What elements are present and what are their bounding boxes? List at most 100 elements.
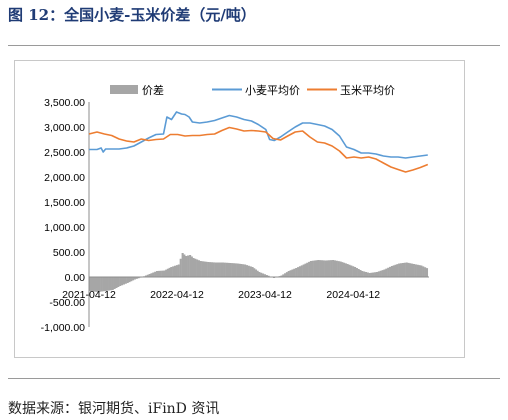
spread-bar — [377, 271, 380, 277]
spread-bar — [401, 263, 404, 277]
spread-bar — [405, 262, 408, 277]
spread-bar — [132, 277, 135, 281]
spread-bar — [315, 260, 318, 277]
spread-bar — [242, 264, 245, 277]
spread-bar — [416, 264, 419, 277]
spread-bar — [304, 263, 307, 277]
spread-bar — [295, 268, 298, 277]
spread-bar — [100, 277, 103, 292]
spread-bar — [348, 264, 351, 277]
spread-bar — [394, 264, 397, 277]
spread-bar — [121, 277, 124, 286]
spread-bar — [124, 277, 127, 284]
spread-bar — [175, 265, 178, 277]
spread-bar — [227, 262, 230, 277]
spread-bar — [247, 265, 250, 277]
spread-bar — [231, 263, 234, 277]
spread-bar — [117, 277, 120, 287]
spread-bar — [216, 262, 219, 277]
x-tick-label: 2022-04-12 — [150, 289, 204, 301]
spread-bar — [135, 277, 138, 279]
spread-bar — [409, 263, 412, 277]
spread-bar — [156, 271, 159, 277]
spread-bar — [232, 263, 236, 277]
figure-title: 图 12：全国小麦-玉米价差（元/吨） — [8, 6, 256, 24]
spread-bar — [199, 261, 202, 277]
spread-bar — [357, 269, 360, 277]
spread-bar — [375, 272, 379, 277]
wheat-price-line — [89, 111, 428, 159]
spread-bar — [197, 260, 200, 277]
spread-bar — [280, 275, 283, 277]
corn-price-line — [88, 126, 429, 173]
spread-bar — [150, 273, 153, 277]
spread-bar — [383, 269, 386, 277]
spread-bar — [251, 267, 254, 277]
spread-bar — [346, 264, 349, 277]
legend-swatch-spread — [110, 85, 138, 94]
spread-bar — [192, 258, 195, 277]
x-tick-label: 2024-04-12 — [326, 289, 380, 301]
spread-bar — [374, 272, 377, 277]
spread-bar — [154, 271, 157, 277]
spread-bar — [205, 261, 208, 277]
spread-bar — [381, 270, 384, 277]
spread-bar — [322, 260, 325, 277]
spread-bar — [282, 274, 285, 277]
spread-bar — [311, 260, 314, 277]
spread-bar — [240, 264, 243, 277]
spread-bar — [245, 265, 249, 277]
spread-bar — [201, 261, 204, 277]
y-tick-label: 3,500.00 — [44, 97, 85, 109]
spread-bar — [203, 261, 206, 277]
spread-bar — [332, 260, 335, 277]
spread-bar — [300, 265, 303, 277]
spread-bar — [249, 266, 252, 277]
spread-bar — [244, 264, 247, 277]
spread-bar — [330, 260, 333, 277]
spread-bar — [368, 273, 371, 277]
spread-bar — [343, 262, 346, 277]
spread-bar — [287, 271, 290, 277]
spread-bar — [285, 272, 288, 277]
spread-bar — [319, 260, 322, 277]
spread-bar — [425, 268, 429, 277]
spread-bar — [335, 260, 338, 277]
spread-bar — [104, 277, 107, 291]
legend-label-wheat: 小麦平均价 — [245, 84, 300, 97]
spread-bar — [265, 275, 268, 277]
spread-bar — [225, 262, 228, 277]
spread-bar — [166, 268, 169, 277]
spread-bar — [339, 261, 342, 277]
spread-bar — [333, 260, 337, 277]
y-tick-label: 500.00 — [53, 247, 85, 259]
y-tick-label: 1,000.00 — [44, 222, 85, 234]
spread-bar — [221, 262, 224, 277]
spread-bar — [337, 261, 340, 277]
spread-bar — [422, 266, 425, 277]
spread-bar — [344, 263, 347, 277]
spread-bar — [111, 277, 114, 290]
spread-bar — [263, 274, 266, 277]
spread-bar — [212, 262, 215, 277]
spread-bar — [320, 260, 324, 277]
spread-bar — [148, 274, 151, 277]
spread-bar — [170, 267, 173, 277]
spread-bar — [424, 267, 427, 277]
spread-bar — [328, 260, 331, 277]
spread-bar — [223, 262, 226, 277]
spread-bar — [179, 258, 182, 277]
spread-area-series — [89, 253, 429, 292]
spread-bar — [146, 274, 149, 277]
spread-bar — [387, 267, 390, 277]
spread-bar — [412, 264, 415, 277]
spread-bar — [119, 277, 122, 286]
spread-bar — [352, 266, 355, 277]
bottom-divider — [8, 378, 500, 379]
x-tick-label: 2021-04-12 — [62, 289, 116, 301]
spread-bar — [359, 270, 362, 277]
spread-bar — [308, 261, 311, 277]
y-tick-label: 0.00 — [65, 272, 86, 284]
spread-bar — [218, 262, 221, 277]
spread-bar — [260, 272, 263, 277]
